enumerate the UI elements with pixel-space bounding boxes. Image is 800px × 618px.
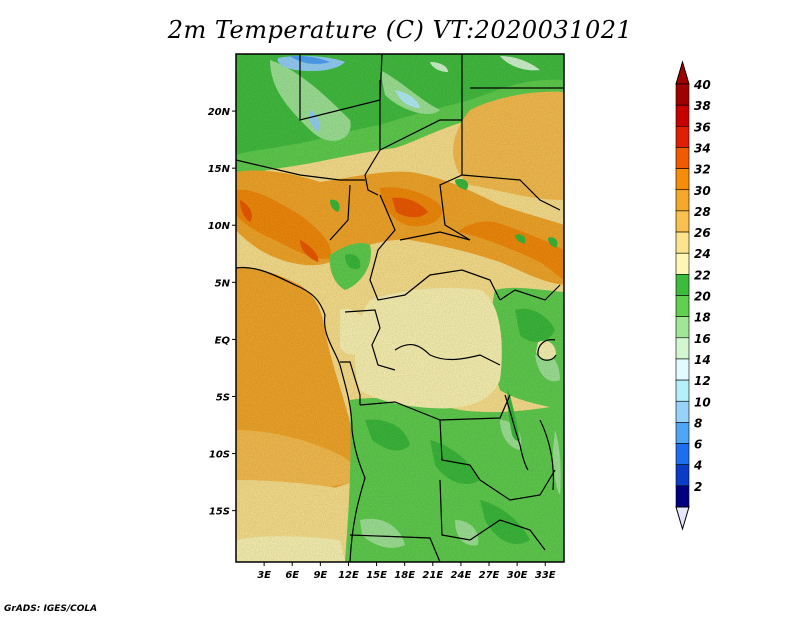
colorbar-label: 30 [694,184,711,198]
colorbar-label: 18 [694,311,711,325]
colorbar-swatch [675,83,690,106]
lon-tick-label: 15E [366,570,387,581]
colorbar-over-triangle [675,60,690,85]
lon-tick-label: 12E [338,570,359,581]
colorbar-label: 26 [694,226,711,240]
lon-tick-label: 9E [313,570,327,581]
colorbar: 40 38 36 34 32 30 28 26 24 22 20 18 16 14 12 10 8 6 4 2 [675,60,711,531]
latitude-axis: 20N 15N 10N 5N EQ 5S 10S 15S [208,107,236,518]
lon-tick-label: 27E [479,570,500,581]
colorbar-label: 2 [694,480,702,494]
temperature-field [236,54,564,562]
colorbar-label: 6 [694,438,702,452]
colorbar-label: 12 [694,374,711,388]
colorbar-label: 22 [694,268,711,282]
map-title: 2m Temperature (C) VT:2020031021 [167,16,633,44]
colorbar-label: 28 [694,205,711,219]
longitude-axis: 3E 6E 9E 12E 15E 18E 21E 24E 27E 30E 33E [257,562,556,581]
map-frame [235,53,565,563]
colorbar-swatch [675,464,690,487]
colorbar-swatch [675,358,690,381]
colorbar-label: 36 [694,120,711,134]
colorbar-swatch [675,168,690,191]
colorbar-under-triangle [675,506,690,531]
colorbar-label: 34 [694,141,711,155]
lon-tick-label: 30E [507,570,528,581]
colorbar-swatch [675,104,690,127]
lat-tick-label: 5S [216,392,230,403]
lat-tick-label: 15S [209,507,230,518]
lon-tick-label: 3E [257,570,271,581]
colorbar-label: 20 [694,290,711,304]
colorbar-swatch [675,252,690,275]
colorbar-label: 38 [694,99,711,113]
colorbar-swatch [675,400,690,423]
colorbar-swatch [675,210,690,233]
colorbar-swatch [675,147,690,169]
colorbar-label: 10 [694,395,711,409]
colorbar-swatch [675,337,690,360]
lat-tick-label: 10N [208,221,231,232]
colorbar-label: 14 [694,353,711,367]
colorbar-label: 4 [693,459,702,473]
colorbar-swatch [675,189,690,212]
colorbar-swatch [675,126,690,148]
colorbar-label: 40 [693,78,711,92]
colorbar-label: 32 [694,163,711,177]
lon-tick-label: 33E [535,570,556,581]
colorbar-swatch [675,274,690,296]
lat-tick-label: 20N [208,107,231,118]
lat-tick-label: 10S [209,450,230,461]
colorbar-swatch [675,379,690,402]
colorbar-label: 16 [694,332,711,346]
lat-tick-label: EQ [215,335,231,346]
country-borders [236,54,564,562]
lon-tick-label: 6E [285,570,299,581]
colorbar-swatch [675,422,690,444]
colorbar-label: 24 [694,247,711,261]
colorbar-label: 8 [694,416,702,430]
colorbar-swatch [675,485,690,508]
colorbar-swatch [675,443,690,465]
lon-tick-label: 24E [451,570,472,581]
colorbar-swatch [675,231,690,254]
colorbar-swatch [675,316,690,339]
lat-tick-label: 5N [215,278,231,289]
lat-tick-label: 15N [208,164,231,175]
colorbar-swatch [675,295,690,317]
lon-tick-label: 21E [422,570,443,581]
lon-tick-label: 18E [394,570,415,581]
grads-credit: GrADS: IGES/COLA [4,604,98,614]
